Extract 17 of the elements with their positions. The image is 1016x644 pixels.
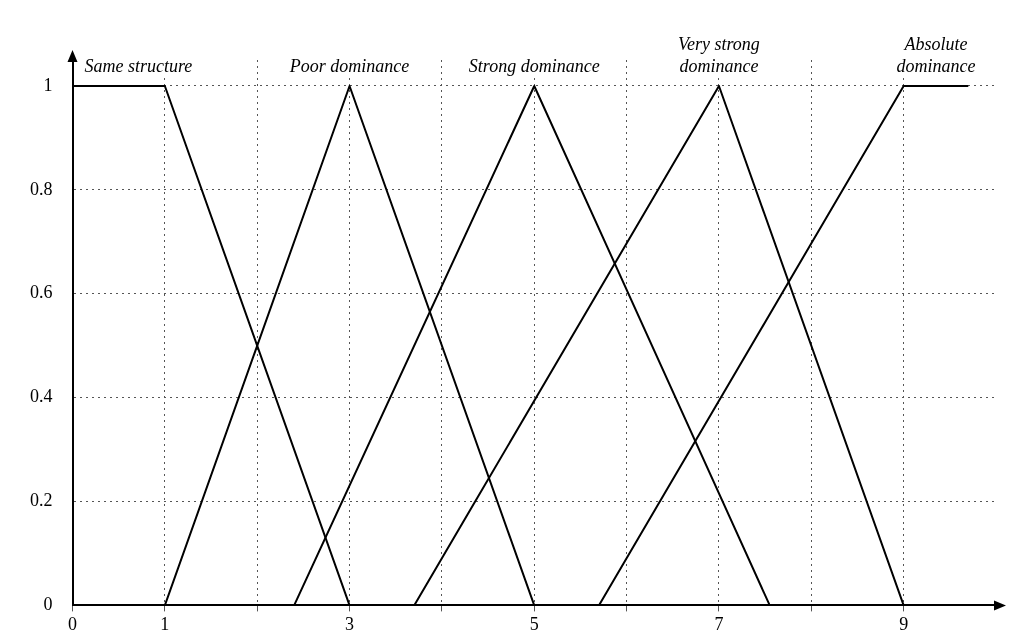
y-tick-label: 0.2 (30, 490, 53, 511)
series-label: Poor dominance (288, 55, 410, 76)
y-tick-label: 0.8 (30, 178, 53, 199)
series-label: Absolute dominance (896, 33, 976, 76)
y-tick-label: 0.6 (30, 282, 53, 303)
y-tick-label: 0 (43, 594, 53, 615)
x-tick-label: 9 (899, 613, 909, 634)
series-label: Strong dominance (468, 55, 600, 76)
x-tick-label: 5 (529, 613, 539, 634)
series-label: Very strong dominance (678, 33, 760, 76)
y-tick-label: 0.4 (30, 386, 53, 407)
x-tick-label: 1 (160, 613, 170, 634)
legend-label: Same structure (84, 55, 193, 76)
x-tick-label: 3 (345, 613, 355, 634)
y-tick-label: 1 (43, 74, 53, 95)
x-tick-label: 0 (68, 613, 77, 634)
x-tick-label: 7 (714, 613, 724, 634)
